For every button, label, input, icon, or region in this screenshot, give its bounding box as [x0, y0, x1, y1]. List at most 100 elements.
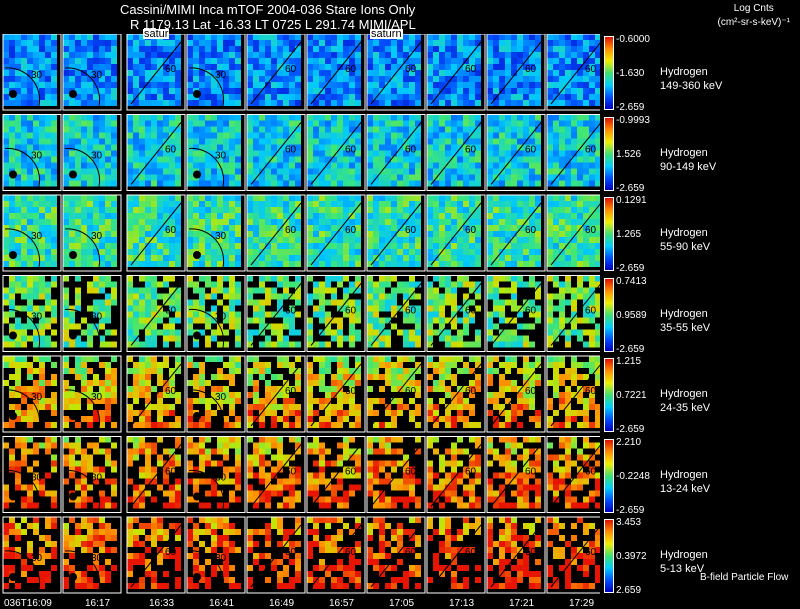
heatmap-cell — [385, 40, 391, 46]
heatmap-cell — [133, 323, 139, 330]
heatmap-cell — [589, 275, 595, 282]
heatmap-cell — [397, 213, 403, 219]
heatmap-cell — [577, 255, 583, 261]
heatmap-cell — [265, 94, 271, 100]
heatmap-cell — [133, 410, 139, 416]
heatmap-cell — [295, 70, 301, 76]
heatmap-cell — [445, 162, 451, 169]
heatmap-cell — [277, 329, 283, 336]
heatmap-cell — [427, 231, 433, 237]
heatmap-cell — [33, 88, 39, 94]
heatmap-cell — [577, 398, 583, 404]
heatmap-cell — [99, 299, 105, 306]
heatmap-cell — [445, 255, 451, 261]
heatmap-cell — [133, 195, 139, 201]
heatmap-cell — [223, 362, 229, 368]
heatmap-cell — [439, 305, 445, 312]
heatmap-cell — [111, 144, 117, 151]
heatmap-cell — [157, 404, 163, 410]
heatmap-cell — [139, 76, 145, 82]
heatmap-cell — [51, 40, 57, 46]
heatmap-cell — [595, 255, 601, 261]
heatmap-cell — [247, 76, 253, 82]
heatmap-cell — [87, 249, 93, 255]
heatmap-cell — [391, 225, 397, 231]
heatmap-cell — [151, 225, 157, 231]
heatmap-cell — [349, 34, 355, 40]
heatmap-cell — [571, 311, 577, 318]
heatmap-cell — [403, 335, 409, 342]
heatmap-cell — [127, 356, 133, 362]
heatmap-cell — [187, 34, 193, 40]
heatmap-cell — [69, 34, 75, 40]
heatmap-cell — [235, 70, 241, 76]
heatmap-cell — [529, 156, 535, 163]
heatmap-cell — [565, 100, 571, 106]
heatmap-cell — [373, 70, 379, 76]
contour-line — [130, 122, 182, 185]
heatmap-cell — [409, 174, 415, 181]
heatmap-cell — [199, 311, 205, 318]
heatmap-cell — [69, 40, 75, 46]
heatmap-cell — [529, 237, 535, 243]
heatmap-cell — [355, 174, 361, 181]
heatmap-cell — [229, 150, 235, 157]
heatmap-cell — [145, 323, 151, 330]
heatmap-cell — [391, 132, 397, 139]
heatmap-cell — [553, 207, 559, 213]
heatmap-cell — [211, 150, 217, 157]
heatmap-cell — [577, 195, 583, 201]
heatmap-cell — [271, 404, 277, 410]
heatmap-cell — [379, 255, 385, 261]
heatmap-cell — [391, 52, 397, 58]
heatmap-cell — [229, 94, 235, 100]
heatmap-cell — [487, 34, 493, 40]
heatmap-cell — [319, 404, 325, 410]
heatmap-cell — [283, 100, 289, 106]
heatmap-cell — [199, 144, 205, 151]
heatmap-cell — [379, 293, 385, 300]
heatmap-cell — [75, 64, 81, 70]
heatmap-cell — [337, 126, 343, 133]
heatmap-cell — [415, 410, 421, 416]
heatmap-cell — [547, 335, 553, 342]
heatmap-cell — [139, 392, 145, 398]
heatmap-cell — [577, 219, 583, 225]
heatmap-cell — [571, 380, 577, 386]
heatmap-cell — [15, 362, 21, 368]
heatmap-cell — [529, 225, 535, 231]
heatmap-cell — [487, 356, 493, 362]
heatmap-cell — [39, 58, 45, 64]
heatmap-cell — [439, 386, 445, 392]
heatmap-cell — [337, 231, 343, 237]
heatmap-cell — [475, 162, 481, 169]
heatmap-cell — [87, 40, 93, 46]
heatmap-cell — [27, 311, 33, 318]
heatmap-cell — [529, 392, 535, 398]
heatmap-cell — [39, 329, 45, 336]
heatmap-cell — [247, 88, 253, 94]
heatmap-cell — [111, 219, 117, 225]
heatmap-cell — [15, 46, 21, 52]
heatmap-cell — [145, 356, 151, 362]
heatmap-cell — [463, 100, 469, 106]
heatmap-cell — [487, 174, 493, 181]
heatmap-cell — [21, 168, 27, 175]
contour-label: 60 — [345, 225, 357, 236]
heatmap-cell — [223, 422, 229, 428]
heatmap-cell — [589, 201, 595, 207]
heatmap-cell — [199, 162, 205, 169]
heatmap-cell — [295, 40, 301, 46]
heatmap-cell — [535, 40, 541, 46]
heatmap-cell — [229, 64, 235, 70]
heatmap-cell — [87, 126, 93, 133]
heatmap-cell — [427, 156, 433, 163]
heatmap-cell — [499, 422, 505, 428]
heatmap-cell — [259, 261, 265, 267]
heatmap-cell — [75, 299, 81, 306]
heatmap-cell — [39, 70, 45, 76]
heatmap-cell — [451, 243, 457, 249]
heatmap-cell — [391, 180, 397, 187]
heatmap-cell — [127, 144, 133, 151]
heatmap-cell — [445, 362, 451, 368]
